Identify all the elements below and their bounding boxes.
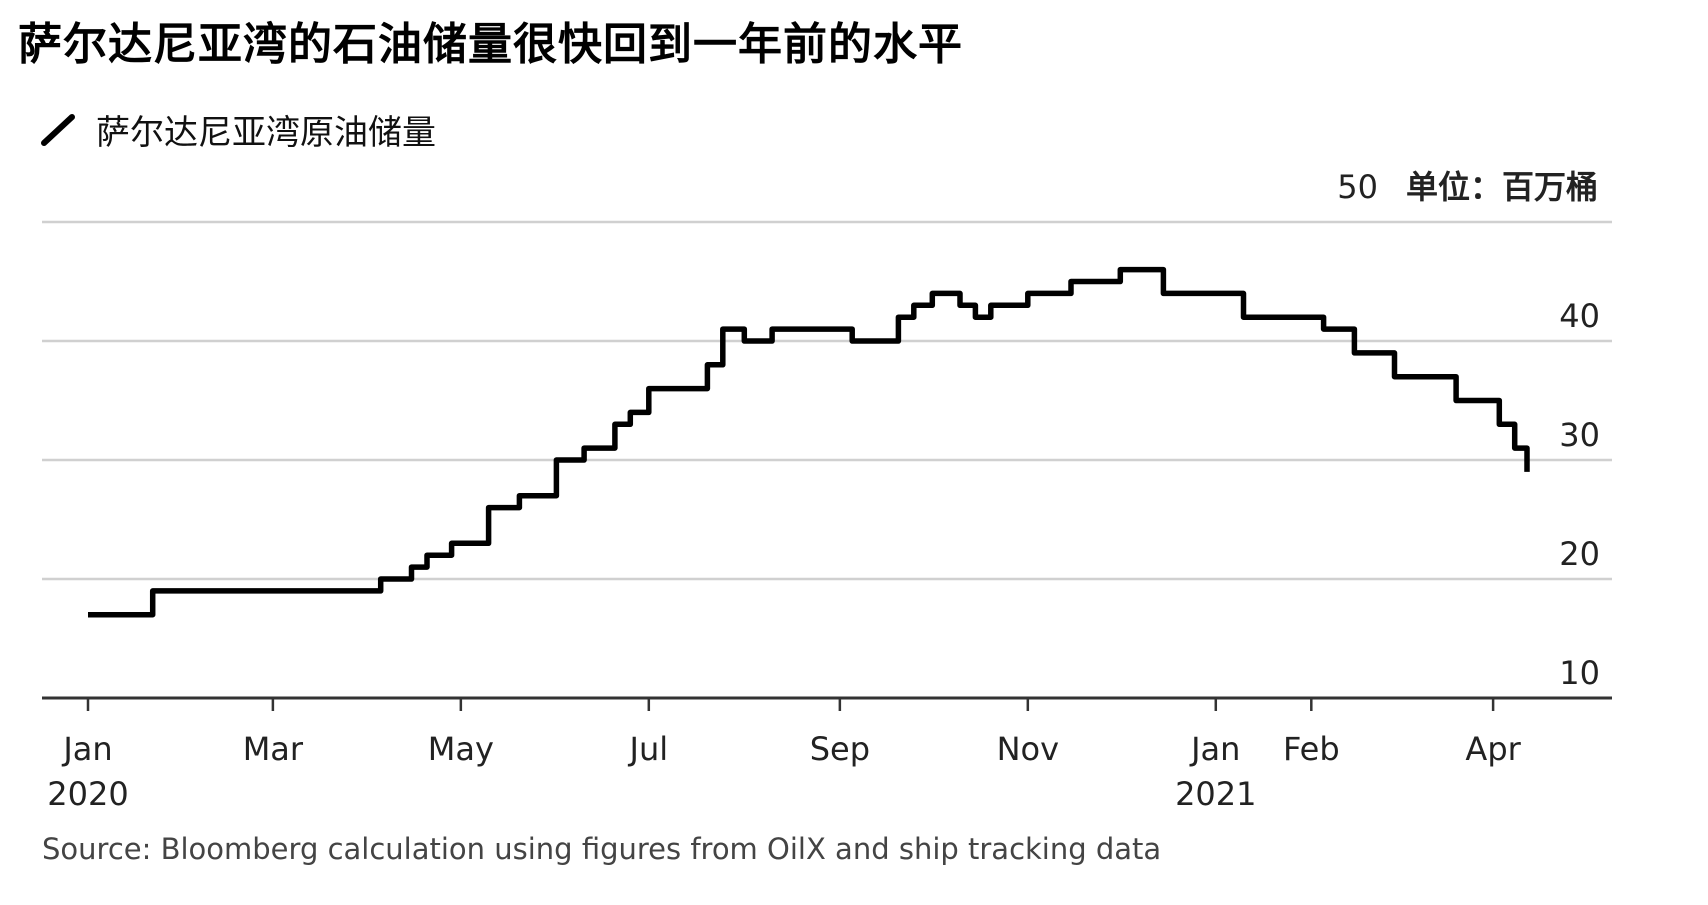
grid-lines xyxy=(42,220,1612,581)
legend: 萨尔达尼亚湾原油储量 xyxy=(40,105,436,154)
x-tick-label: Feb xyxy=(1283,730,1340,768)
chart-title: 萨尔达尼亚湾的石油储量很快回到一年前的水平 xyxy=(18,19,963,70)
x-tick-year-label: 2020 xyxy=(47,775,128,813)
x-axis: Jan 2020 Mar May Jul Sep Nov Jan 2021 Feb Apr xyxy=(42,696,1612,813)
x-tick-label: Jul xyxy=(628,730,669,768)
x-tick-label: Apr xyxy=(1465,730,1521,768)
y-tick-label: 10 xyxy=(1559,654,1600,692)
y-tick-label: 20 xyxy=(1559,535,1600,573)
y-tick-labels: 10 20 30 40 xyxy=(1559,297,1600,692)
unit-label: 50 单位：百万桶 xyxy=(1337,162,1598,208)
legend-line-icon xyxy=(41,113,75,146)
series-group xyxy=(88,266,1530,618)
x-tick-label: Jan xyxy=(61,730,112,768)
legend-label: 萨尔达尼亚湾原油储量 xyxy=(96,113,436,153)
series-line xyxy=(88,266,1530,618)
y-tick-label: 30 xyxy=(1559,416,1600,454)
x-tick-year-label: 2021 xyxy=(1175,775,1256,813)
x-tick-label: Mar xyxy=(243,730,304,768)
x-tick-label: Jan xyxy=(1189,730,1240,768)
unit-text: 单位：百万桶 xyxy=(1405,168,1598,206)
y-tick-label: 40 xyxy=(1559,297,1600,335)
source-note: Source: Bloomberg calculation using figu… xyxy=(42,832,1162,866)
x-tick-label: Nov xyxy=(997,730,1059,768)
x-tick-label: Sep xyxy=(810,730,870,768)
x-tick-label: May xyxy=(428,730,494,768)
top-tick-label: 50 xyxy=(1337,168,1378,206)
